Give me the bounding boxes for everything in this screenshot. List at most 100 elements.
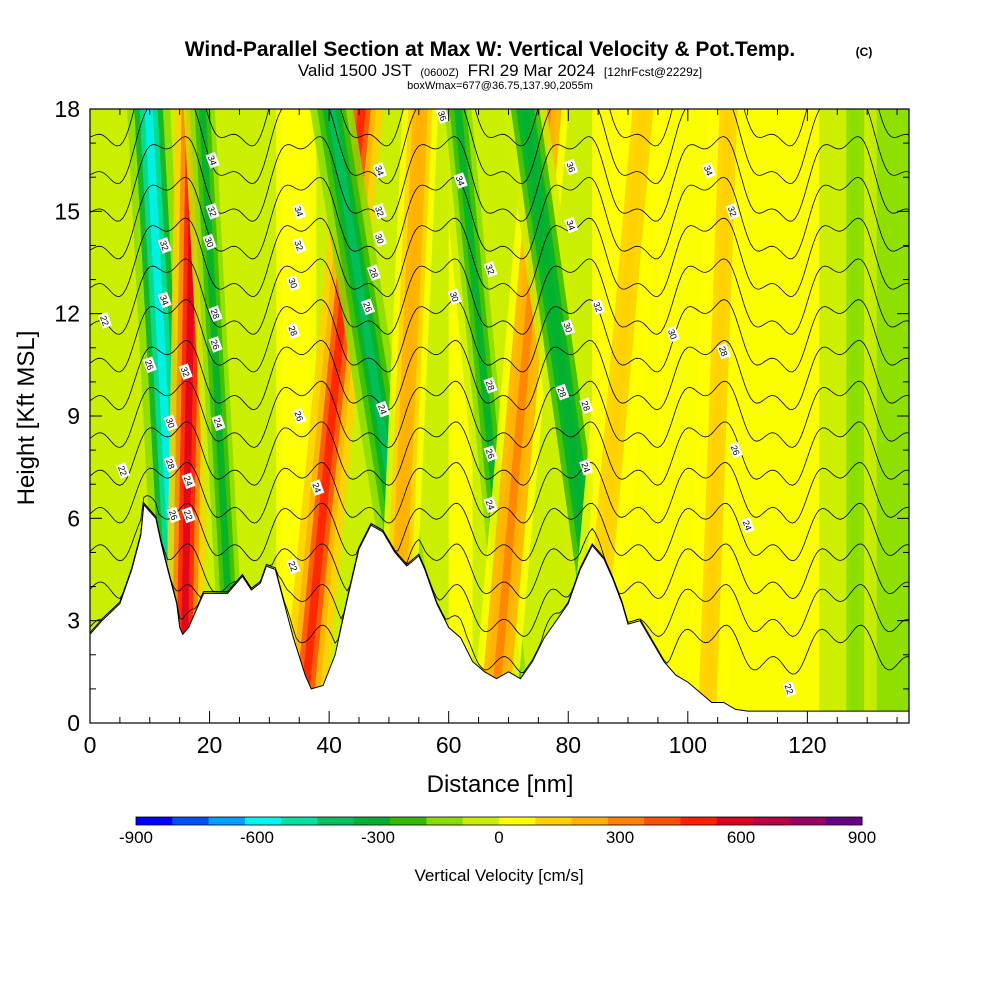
contour-label: 22 [181,506,196,524]
isentrope-line [90,502,909,600]
contour-labels: 22 36 34 32 30 34 32 30 28 26 24 22 34 32 30 28 26 24 34 30… [97,109,797,698]
colorbar-swatch [390,817,427,825]
contour-label-bg [208,305,223,322]
contour-label: 30 [372,230,387,247]
contour-label: 24 [579,458,594,476]
contour-label: 26 [208,336,223,353]
isentrope-line [90,217,909,297]
contour-label-text: 24 [310,481,323,494]
colorbar-swatch [607,817,645,825]
contour-label: 30 [561,319,576,336]
contour-label-text: 34 [292,205,305,218]
colorbar-tick-label: 600 [727,828,755,847]
contour-label-bg [181,472,196,490]
y-tick-label: 0 [67,710,80,736]
contour-label-text: 32 [158,239,171,252]
colorbar-swatch [317,817,355,825]
contour-label: 28 [483,377,498,394]
contour-label-text: 24 [182,475,195,488]
contour-label: 28 [716,342,731,360]
contour-label-text: 30 [286,277,299,290]
y-tick-label: 3 [67,608,80,634]
contour-label-bg [740,516,755,534]
contour-label: 24 [310,479,325,496]
contour-label-bg [166,506,181,524]
contour-label-text: 24 [376,403,389,416]
contour-label-bg [372,203,387,220]
contour-label-text: 32 [292,239,305,252]
velocity-band [702,109,733,723]
contour-label-bg [286,557,301,575]
contour-label-text: 24 [212,417,225,430]
colorbar-swatch [716,817,754,825]
colorbar-swatch [789,817,827,825]
contour-label-text: 28 [579,400,592,413]
contour-label: 26 [292,407,307,425]
isentrope-line [90,495,909,562]
contour-label: 32 [591,298,606,316]
contour-label-bg [181,506,196,524]
y-tick-label: 9 [67,403,80,429]
contour-label-text: 36 [436,110,449,123]
contour-label: 28 [555,383,570,401]
contour-label: 34 [453,172,468,189]
contour-label-text: 28 [555,386,568,399]
contour-label: 26 [728,441,743,459]
isentrope-line [90,299,909,373]
colorbar-title: Vertical Velocity [cm/s] [414,866,583,885]
contour-label: 24 [740,516,755,534]
contour-label-bg [447,288,462,305]
contour-label: 34 [564,216,579,234]
contour-label-text: 34 [206,154,219,167]
colorbar-tick-label: -900 [119,828,153,847]
contour-label-bg [208,336,223,353]
contour-label: 34 [292,203,307,220]
contour-label-bg [483,261,498,278]
contour-label-text: 30 [203,236,216,249]
contour-label-text: 28 [286,324,299,337]
y-tick-label: 12 [54,301,80,327]
colorbar-tick-label: -600 [240,828,274,847]
contour-label-text: 26 [361,301,374,314]
contour-label: 24 [375,400,390,418]
contour-label-bg [202,233,217,251]
contour-label: 32 [725,203,740,220]
contour-label-bg [561,319,576,336]
colorbar-frame [135,816,863,826]
contour-label-bg [483,445,498,462]
colorbar-swatch [680,817,718,825]
contour-label-text: 34 [702,164,715,177]
contour-label-text: 26 [729,444,742,457]
contour-label-bg [665,325,680,343]
contour-label-bg [178,363,193,380]
terrain [90,503,909,723]
contour-label-text: 28 [717,345,730,358]
isentrope-line [90,136,909,222]
subtitle-utc: (0600Z) [420,67,459,79]
contour-label-bg [591,298,606,316]
contour-label-bg [725,203,740,220]
contour-label-text: 30 [666,328,679,341]
contour-label-bg [115,462,130,479]
contour-label: 32 [178,363,193,380]
contour-label: 28 [163,455,178,473]
contour-label-text: 34 [454,174,467,187]
colorbar-swatch [753,817,790,825]
pot-temp-contours [90,109,909,675]
box-info: boxWmax=677@36.75,137.90,2055m [407,80,593,92]
contour-label: 30 [665,325,680,343]
contour-label-text: 28 [367,266,380,279]
contour-label-bg [97,312,112,329]
contour-label: 30 [286,274,301,292]
contour-label-bg [555,383,570,401]
contour-label-text: 30 [373,232,386,245]
isentrope-line [90,339,909,411]
subtitle-forecast: [12hrFcst@2229z] [604,65,702,79]
contour-label-bg [211,414,226,432]
colorbar-swatch [208,817,246,825]
contour-label-text: 26 [167,509,180,522]
contour-label-text: 32 [726,205,739,218]
contour-label: 30 [163,414,178,432]
